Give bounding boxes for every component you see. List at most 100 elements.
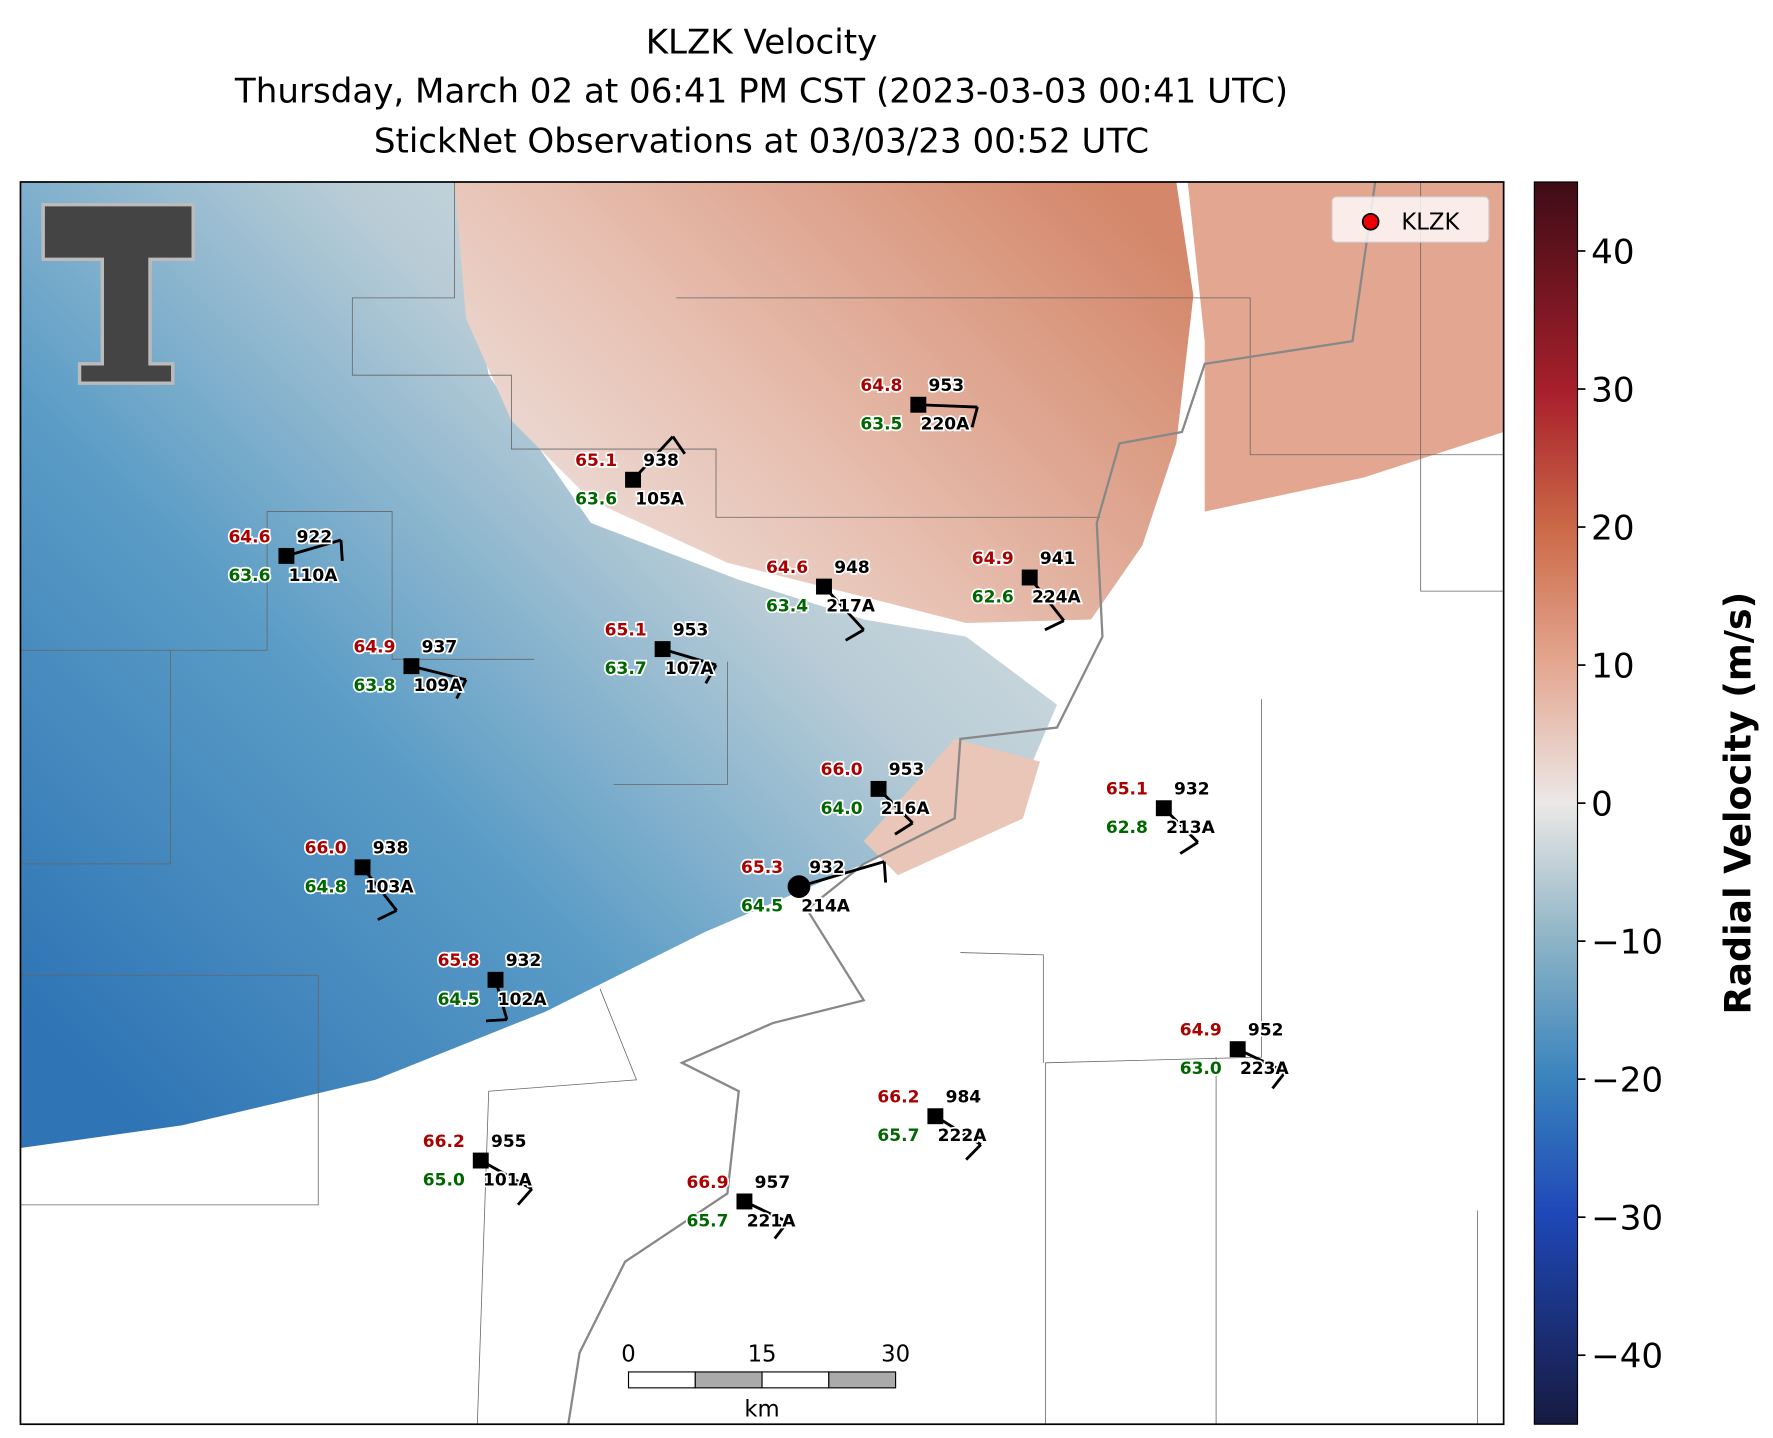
station: 64.9 937 63.8 109A (352, 636, 468, 700)
dewpoint: 62.8 (1106, 818, 1148, 838)
station-id: 102A (498, 990, 548, 1010)
station-id: 110A (289, 566, 339, 586)
wind-barb-tick (970, 406, 979, 428)
pressure: 922 (297, 527, 333, 547)
dewpoint: 63.4 (766, 597, 808, 617)
pressure: 953 (673, 620, 709, 640)
wind-barb-tick (671, 435, 686, 455)
colorbar-label: Radial Velocity (m/s) (1716, 592, 1759, 1015)
legend-box (1331, 196, 1490, 243)
wind-barb-tick (894, 821, 914, 836)
colorbar-tick-label: 40 (1591, 233, 1634, 273)
radar-outbound (454, 181, 1194, 623)
pressure: 932 (1174, 780, 1210, 800)
dewpoint: 62.6 (972, 588, 1014, 608)
dewpoint: 64.0 (821, 799, 863, 819)
colorbar-tick-label: 0 (1591, 785, 1613, 825)
station: 66.9 957 65.7 221A (685, 1171, 798, 1240)
university-logo (41, 203, 195, 385)
station-id: 109A (414, 676, 464, 696)
wind-barb-tick (773, 1221, 789, 1240)
station: 65.1 932 62.8 213A (1104, 778, 1217, 855)
temperature: 65.1 (575, 451, 617, 471)
station-marker (354, 859, 371, 876)
temperature: 66.0 (305, 839, 347, 859)
pressure: 932 (506, 951, 542, 971)
wind-barb (480, 1159, 533, 1191)
station-marker (1229, 1041, 1246, 1058)
colorbar-tick-label: −10 (1591, 923, 1663, 963)
station: 66.0 953 64.0 216A (819, 759, 932, 836)
station: 66.2 955 65.0 101A (421, 1130, 534, 1206)
station-marker (870, 780, 887, 797)
map-frame (19, 181, 1505, 1426)
station-marker (736, 1193, 753, 1210)
wind-barb-tick (377, 909, 398, 921)
colorbar-tick-label: −30 (1591, 1199, 1663, 1239)
station-id: 221A (747, 1211, 797, 1231)
temperature: 64.6 (766, 558, 808, 578)
station-marker (487, 971, 504, 988)
temperature: 65.1 (605, 620, 647, 640)
station-marker (816, 578, 832, 595)
wind-barb-tick (844, 628, 865, 642)
wind-barb-tick (516, 1188, 533, 1206)
wind-barb-tick (1179, 841, 1199, 855)
wind-barb-tick (339, 539, 344, 561)
station-id: 107A (665, 659, 715, 679)
wind-barb-tick (704, 664, 718, 685)
station-id: 220A (921, 415, 971, 435)
station-marker (1021, 569, 1038, 586)
station: 64.9 941 62.6 224A (970, 547, 1083, 632)
colorbar-tick-label: 30 (1591, 371, 1634, 411)
colorbar-tick-label: −20 (1591, 1061, 1663, 1101)
station-id: 217A (826, 597, 876, 617)
temperature: 66.9 (686, 1173, 728, 1193)
station: 64.6 948 63.4 217A (764, 556, 878, 642)
legend-marker (1361, 212, 1380, 231)
title-observations: StickNet Observations at 03/03/23 00:52 … (374, 121, 1149, 161)
radar-site (787, 875, 811, 899)
wind-barb-tick (455, 679, 468, 700)
station-id: 224A (1032, 588, 1082, 608)
title-time: Thursday, March 02 at 06:41 PM CST (2023… (234, 71, 1288, 111)
pressure: 955 (491, 1132, 527, 1152)
pressure: 941 (1040, 549, 1076, 569)
station: 65.1 953 63.7 107A (603, 619, 718, 685)
pressure: 952 (1248, 1021, 1284, 1041)
station-marker (472, 1152, 489, 1169)
temperature: 65.8 (438, 951, 480, 971)
dewpoint: 65.7 (686, 1211, 728, 1231)
station-id: 213A (1166, 818, 1216, 838)
dewpoint: 63.0 (1180, 1059, 1222, 1079)
station: 64.6 922 63.6 110A (227, 526, 344, 588)
pressure: 953 (889, 760, 925, 780)
station-marker (910, 396, 927, 413)
wind-barb-tick (882, 861, 888, 883)
station-id: 223A (1240, 1059, 1290, 1079)
temperature: 66.2 (423, 1132, 465, 1152)
colorbar-tick-label: 10 (1591, 647, 1634, 687)
temperature: 64.9 (353, 638, 395, 658)
radar-outer-ring (1187, 181, 1504, 512)
dewpoint: 64.5 (741, 897, 783, 917)
station: 64.9 952 63.0 223A (1178, 1019, 1291, 1090)
dewpoint: 63.7 (605, 659, 647, 679)
wind-barb (662, 647, 717, 667)
legend: KLZK (1331, 196, 1490, 243)
dewpoint: 65.0 (423, 1171, 465, 1191)
colorbar-tick-label: −40 (1591, 1337, 1663, 1377)
station-marker (278, 547, 295, 564)
legend-label: KLZK (1401, 210, 1460, 236)
station: 65.1 938 63.6 105A (573, 435, 687, 511)
station-marker (403, 658, 420, 675)
scale-bar (627, 1371, 897, 1389)
wind-barb-tick (485, 1018, 507, 1023)
pressure: 984 (946, 1088, 982, 1108)
colorbar (1533, 181, 1579, 1425)
radar-inbound (20, 181, 1057, 1149)
station-marker (625, 471, 642, 488)
station-id: 101A (483, 1171, 533, 1191)
title-radar: KLZK Velocity (646, 23, 878, 63)
county-lines (20, 181, 1504, 1425)
